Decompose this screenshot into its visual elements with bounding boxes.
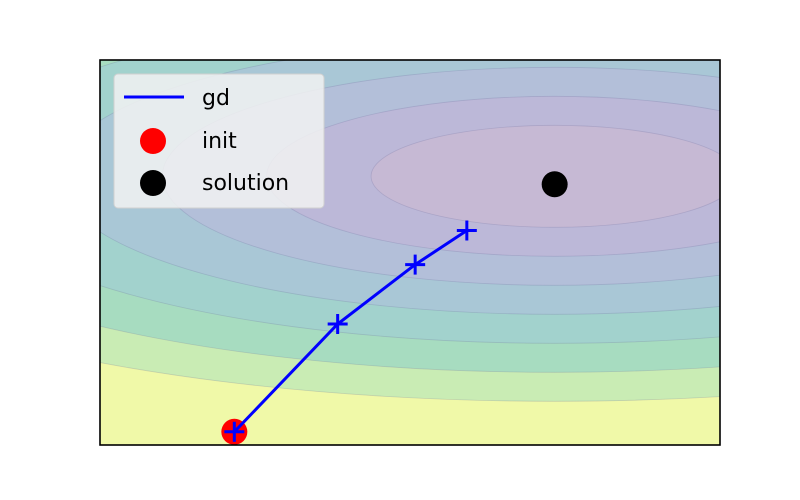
solution-point bbox=[541, 171, 568, 198]
contour-fill bbox=[100, 60, 720, 445]
legend-gd-label: gd bbox=[202, 86, 230, 111]
legend-init-label: init bbox=[202, 129, 237, 154]
legend-solution-swatch bbox=[140, 170, 166, 196]
gd-line bbox=[233, 229, 468, 433]
gd-marker bbox=[405, 254, 426, 275]
legend-solution-label: solution bbox=[202, 171, 289, 196]
gd-marker bbox=[224, 421, 245, 442]
series-layer bbox=[221, 171, 568, 445]
gd-marker bbox=[456, 220, 477, 241]
legend: gd init solution bbox=[113, 73, 325, 209]
legend-init-swatch bbox=[140, 128, 166, 154]
gd-marker bbox=[327, 314, 348, 334]
legend-box bbox=[113, 73, 325, 209]
plot-frame bbox=[99, 59, 721, 446]
